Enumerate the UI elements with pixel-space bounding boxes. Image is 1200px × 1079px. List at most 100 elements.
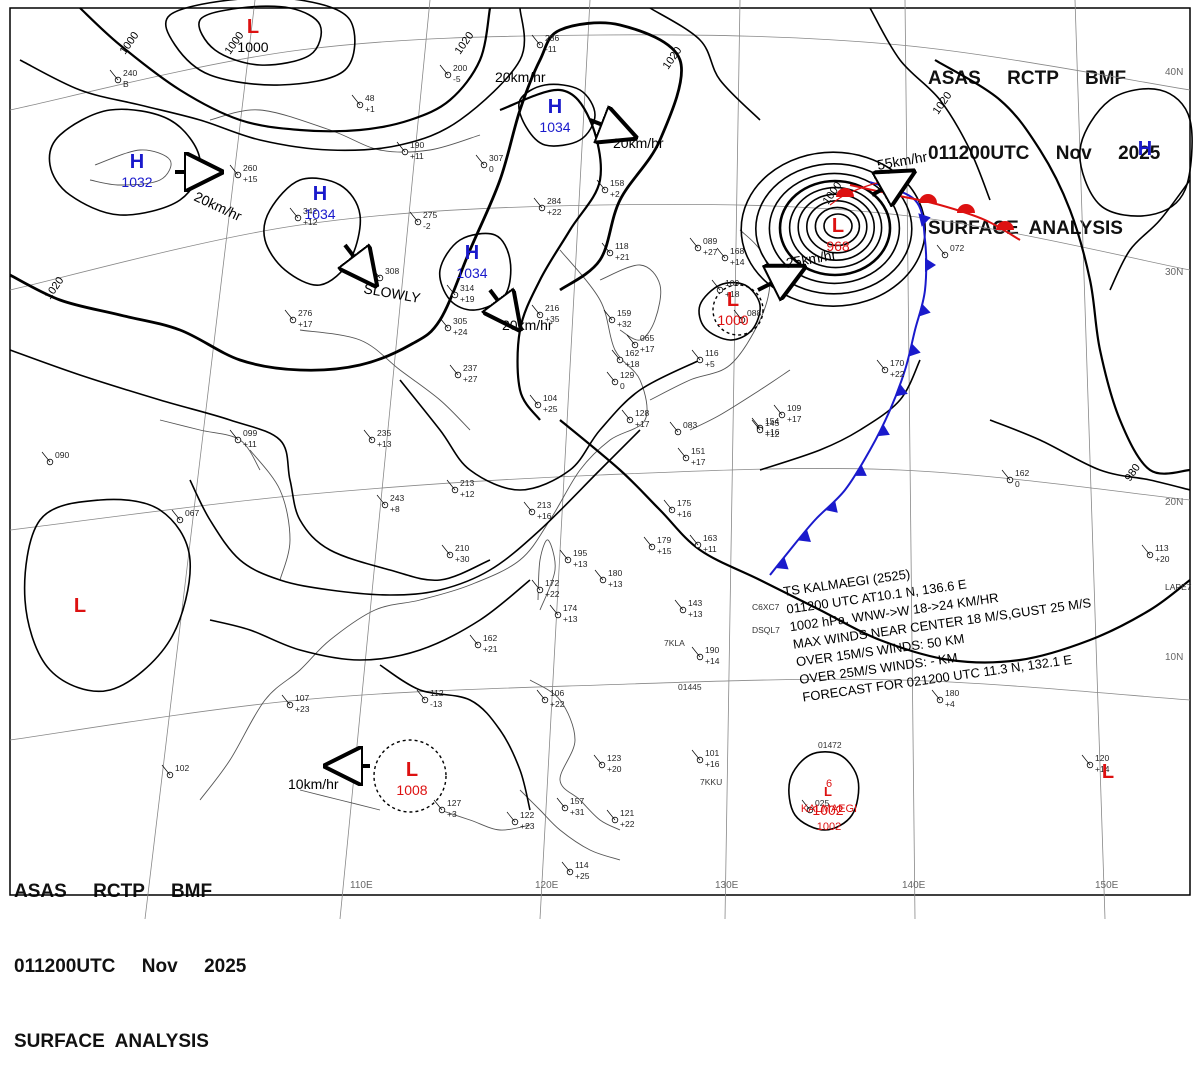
station-tendency: +22 [550, 699, 565, 709]
station-tendency: +20 [1155, 554, 1170, 564]
station-plot: 168+14 [716, 246, 745, 267]
wind-barb [469, 634, 479, 646]
station-tendency: 0 [1015, 479, 1020, 489]
wind-barb [626, 334, 636, 346]
station-pressure: 195 [573, 548, 587, 558]
station-tendency: +20 [607, 764, 622, 774]
meridian-line [904, 0, 916, 919]
wind-barb [716, 247, 726, 259]
station-plot: 175+16 [663, 498, 692, 519]
coastline [89, 149, 172, 186]
station-pressure: 48 [365, 93, 375, 103]
movement-label: 10km/hr [288, 776, 339, 792]
station-plot: 025 [801, 798, 829, 814]
low-isobar-ring [754, 163, 913, 295]
wind-barb [363, 429, 373, 441]
wind-barb [536, 689, 546, 701]
station-tendency: -5 [453, 74, 461, 84]
header-top: ASAS RCTP BMF 011200UTC Nov 2025 SURFACE… [928, 16, 1160, 266]
station-tendency: +23 [295, 704, 310, 714]
lat-lon-grid: 110E 120E 130E 140E 150E 40N 30N 20N 10N [9, 0, 1191, 919]
ship-id: 7KKU [700, 777, 722, 787]
wind-barb [677, 447, 687, 459]
station-tendency: +13 [608, 579, 623, 589]
meridian-line [724, 0, 741, 919]
wind-barb [531, 34, 541, 46]
movement-arrow [345, 245, 358, 262]
movement-arrow [490, 290, 502, 306]
wind-barb [561, 861, 571, 873]
station-pressure: 067 [185, 508, 199, 518]
wind-barb [439, 64, 449, 76]
station-pressure: 275 [423, 210, 437, 220]
station-tendency: +25 [575, 871, 590, 881]
wind-barb [689, 237, 699, 249]
map-frame [9, 7, 1191, 896]
station-tendency: +2 [610, 189, 620, 199]
low-pressure-letter: L [406, 759, 418, 781]
station-pressure: 123 [607, 753, 621, 763]
isobar-line [649, 7, 761, 121]
station-pressure: 157 [570, 796, 584, 806]
longitude-label: 140E [902, 880, 926, 891]
station-plot: 179+15 [643, 535, 672, 556]
low-isobar-ring [788, 186, 883, 269]
warm-front-semicircle [836, 188, 854, 197]
station-pressure: 162 [625, 348, 639, 358]
isobar-line [559, 419, 1191, 664]
cold-front-triangle [876, 423, 890, 437]
station-plot: 109+17 [773, 403, 802, 424]
warm-front-semicircle [919, 194, 937, 203]
isobar-value-label: 980 [1123, 462, 1143, 484]
low-pressure-letter: L [832, 215, 844, 237]
ship-id: LAPE7 [1165, 582, 1192, 592]
isobar-value-label: 1020 [43, 275, 67, 302]
station-tendency: +14 [705, 656, 720, 666]
station-pressure: 025 [815, 798, 829, 808]
station-plot: 067 [171, 508, 199, 524]
longitude-label: 130E [715, 880, 739, 891]
station-tendency: +21 [615, 252, 630, 262]
movement-label: 20km/hr [495, 69, 546, 85]
station-tendency: -2 [423, 221, 431, 231]
station-tendency: +3 [447, 809, 457, 819]
coastline [299, 789, 381, 811]
wind-barb [281, 694, 291, 706]
wind-barb [931, 689, 941, 701]
cold-front-triangle [825, 500, 838, 513]
station-pressure: 162 [1015, 468, 1029, 478]
map-text: TS KALMAEGI (2525)011200 UTC AT10.1 N, 1… [782, 566, 1092, 704]
station-pressure: 107 [295, 693, 309, 703]
station-plot: 159+32 [603, 308, 632, 329]
station-plot: 162+21 [469, 633, 498, 654]
cold-front-triangle [908, 343, 921, 357]
wind-barb [371, 267, 381, 279]
station-pressure: 128 [635, 408, 649, 418]
station-pressure: 114 [575, 860, 589, 870]
station-plot: 195+13 [559, 548, 588, 569]
station-pressure: 200 [453, 63, 467, 73]
station-tendency: +16 [537, 511, 552, 521]
isobar-line [9, 349, 491, 582]
header-line-time: 011200UTC Nov 2025 [928, 143, 1161, 164]
station-tendency: +13 [377, 439, 392, 449]
isobar-line [19, 7, 526, 152]
low-pressure-letter: L [1102, 761, 1114, 783]
station-pressure: 235 [377, 428, 391, 438]
station-tendency: +31 [570, 807, 585, 817]
isobar-line [379, 664, 531, 811]
station-plot: 102 [161, 763, 189, 779]
longitude-label: 110E [350, 880, 373, 891]
station-pressure: 090 [55, 450, 69, 460]
station-plot: 276+17 [284, 308, 313, 329]
wind-barb [691, 749, 701, 761]
low-pressure-value: 1000 [717, 312, 748, 328]
wind-barb [556, 797, 566, 809]
station-tendency: +5 [705, 359, 715, 369]
station-pressure: 190 [705, 645, 719, 655]
wind-barb [441, 544, 451, 556]
station-tendency: +8 [390, 504, 400, 514]
warm-front-semicircle [957, 204, 975, 213]
station-pressure: 190 [410, 140, 424, 150]
wind-barb [506, 811, 516, 823]
